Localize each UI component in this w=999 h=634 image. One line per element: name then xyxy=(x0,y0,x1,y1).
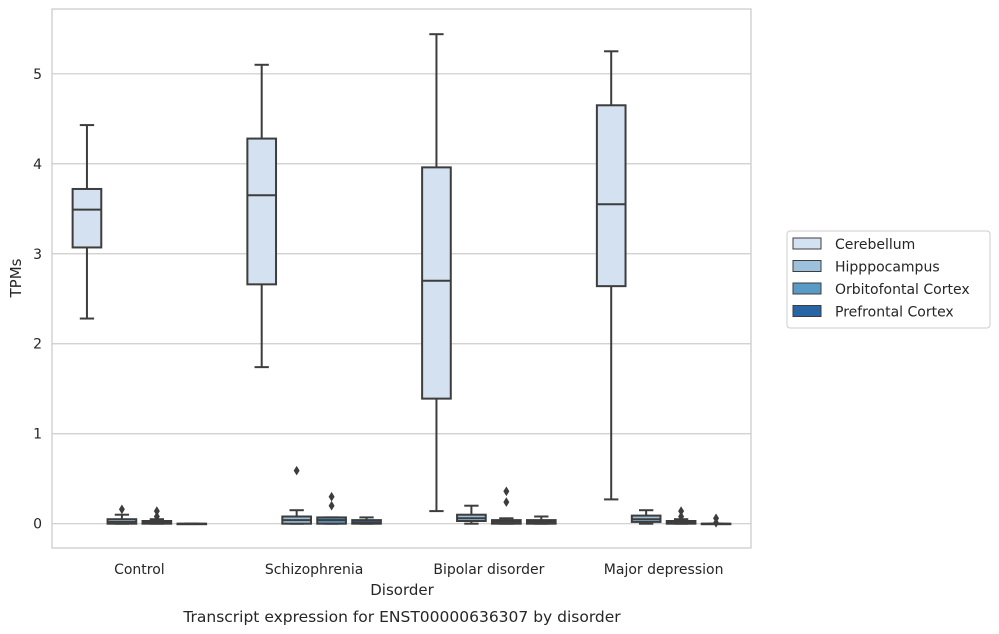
category-group-1 xyxy=(71,124,208,526)
y-tick-label-3: 3 xyxy=(33,247,42,263)
legend-frame xyxy=(786,230,991,329)
legend-label: Orbitofontal Cortex xyxy=(835,282,970,298)
box-1-2 xyxy=(106,504,138,525)
y-tick-label-4: 4 xyxy=(33,157,42,173)
legend-item-2: Hipppocampus xyxy=(792,260,940,276)
outlier-point-2 xyxy=(328,491,335,502)
x-tick-label-1: Control xyxy=(114,562,165,578)
box-1-1 xyxy=(71,124,103,320)
box-3-2 xyxy=(456,504,487,525)
y-tick-label-1: 1 xyxy=(33,427,42,443)
outlier-point-2 xyxy=(503,486,510,497)
legend-swatch xyxy=(792,282,822,295)
chart-caption: Transcript expression for ENST0000063630… xyxy=(182,608,621,626)
box-4-2 xyxy=(630,509,662,525)
legend-swatch xyxy=(792,305,822,317)
box-4-1 xyxy=(595,50,627,501)
box-body xyxy=(71,187,103,249)
box-3-3 xyxy=(491,486,522,525)
legend-swatch xyxy=(792,237,822,250)
gridlines xyxy=(52,73,751,525)
box-4-4 xyxy=(700,513,732,528)
legend-label: Hipppocampus xyxy=(835,260,940,276)
x-tick-label-2: Schizophrenia xyxy=(265,562,363,578)
category-group-2 xyxy=(246,63,382,525)
box-2-1 xyxy=(246,63,278,369)
legend: Cerebellum Hipppocampus Orbitofontal Corte… xyxy=(786,230,991,329)
y-tick-label-5: 5 xyxy=(33,67,42,83)
box-3-1 xyxy=(421,33,452,513)
plot-area xyxy=(52,9,751,548)
x-axis-ticks: Control Schizophrenia Bipolar disorder Majo… xyxy=(114,562,723,578)
box-2-3 xyxy=(316,491,347,525)
box-3-4 xyxy=(525,515,557,525)
box-1-3 xyxy=(141,506,173,525)
legend-item-4: Prefrontal Cortex xyxy=(792,305,954,321)
box-groups xyxy=(71,33,732,528)
box-body xyxy=(421,166,452,400)
box-4-3 xyxy=(665,506,697,525)
outlier-point-1 xyxy=(328,500,335,511)
plot-frame xyxy=(51,8,752,549)
x-axis-label: Disorder xyxy=(370,581,434,599)
y-tick-label-0: 0 xyxy=(33,517,42,533)
box-2-4 xyxy=(351,516,382,525)
outlier-point-1 xyxy=(678,511,685,522)
outlier-point-2 xyxy=(713,513,720,524)
box-body xyxy=(595,104,627,288)
legend-label: Prefrontal Cortex xyxy=(835,305,954,321)
box-body xyxy=(246,137,278,286)
outlier-point-2 xyxy=(678,506,685,516)
legend-item-3: Orbitofontal Cortex xyxy=(792,282,970,298)
y-tick-label-2: 2 xyxy=(33,337,42,353)
category-group-4 xyxy=(595,50,732,528)
box-2-2 xyxy=(281,465,312,525)
outlier-point-1 xyxy=(293,465,300,476)
outlier-point-1 xyxy=(503,497,510,507)
outlier-point-1 xyxy=(153,511,160,522)
legend-item-1: Cerebellum xyxy=(792,237,915,253)
outlier-point-1 xyxy=(118,504,125,515)
x-tick-label-4: Major depression xyxy=(604,562,724,578)
y-axis-ticks: 0 1 2 3 4 5 xyxy=(33,67,42,533)
legend-swatch xyxy=(792,260,822,272)
outlier-point-2 xyxy=(153,506,160,516)
x-tick-label-3: Bipolar disorder xyxy=(433,562,544,578)
category-group-3 xyxy=(421,33,557,525)
y-axis-label: TPMs xyxy=(7,258,25,298)
legend-label: Cerebellum xyxy=(835,237,915,253)
box-1-4 xyxy=(176,522,208,526)
